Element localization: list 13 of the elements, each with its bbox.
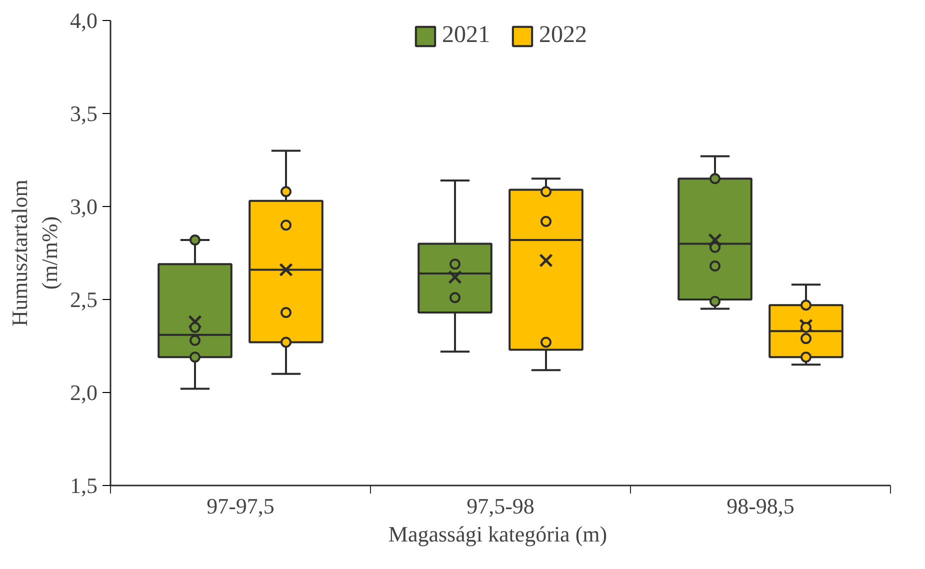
x-tick-label: 97,5-98: [466, 494, 534, 518]
legend-label: 2022: [539, 22, 587, 49]
x-axis-title: Magassági kategória (m): [388, 522, 608, 546]
legend-label: 2021: [442, 22, 490, 49]
y-tick-label: 1,5: [70, 473, 98, 498]
y-tick-label: 3,5: [70, 101, 98, 126]
y-tick-label: 3,0: [70, 194, 98, 219]
y-tick-label: 2,5: [70, 287, 98, 312]
y-axis-title: Humusztartalom (m/m%): [7, 180, 62, 326]
x-tick-label: 98-98,5: [726, 494, 794, 518]
y-tick-label: 4,0: [70, 8, 98, 33]
y-tick-label: 2,0: [70, 380, 98, 405]
x-tick-label: 97-97,5: [206, 494, 274, 518]
